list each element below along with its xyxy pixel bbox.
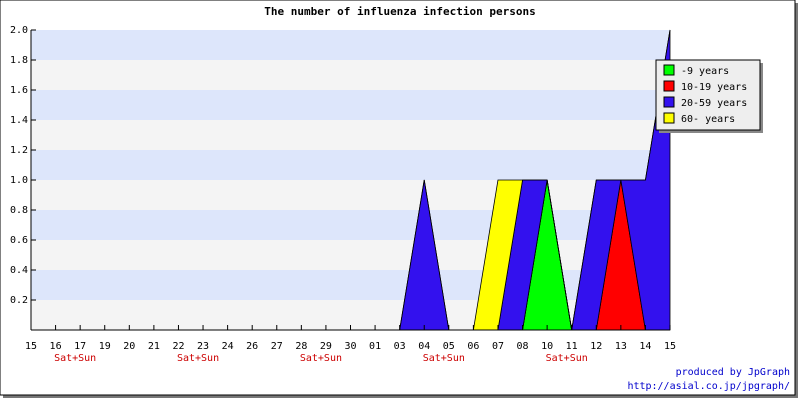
x-tick-label: 30: [344, 341, 356, 352]
x-tick-label: 19: [99, 341, 111, 352]
chart-title: The number of influenza infection person…: [264, 5, 536, 18]
grid-band: [31, 90, 670, 120]
x-tick-label: 03: [394, 341, 406, 352]
x-tick-label: 15: [664, 341, 676, 352]
grid-band: [31, 120, 670, 150]
x-tick-label: 05: [443, 341, 455, 352]
footer: http://asial.co.jp/jpgraph/: [627, 381, 790, 392]
x-tick-label: 26: [246, 341, 258, 352]
x-tick-note: Sat+Sun: [546, 353, 588, 364]
x-tick-label: 13: [615, 341, 627, 352]
x-tick-label: 08: [517, 341, 529, 352]
grid-band: [31, 210, 670, 240]
legend-swatch: [663, 112, 675, 124]
y-tick-label: 1.2: [10, 145, 28, 156]
plot-area: 0.20.40.60.81.01.21.41.61.82.015 16 17Sat+…: [10, 25, 763, 364]
legend-swatch: [663, 80, 675, 92]
y-tick-label: 1.0: [10, 175, 28, 186]
grid-band: [31, 240, 670, 270]
x-tick-note: Sat+Sun: [177, 353, 219, 364]
y-tick-label: 0.4: [10, 265, 28, 276]
x-tick-note: Sat+Sun: [54, 353, 96, 364]
legend-label: 20-59 years: [681, 98, 747, 109]
y-tick-label: 0.6: [10, 235, 28, 246]
x-tick-label: 11: [566, 341, 578, 352]
x-tick-label: 10: [541, 341, 553, 352]
x-tick-label: 06: [467, 341, 479, 352]
footer: produced by JpGraph: [676, 367, 790, 378]
y-tick-label: 0.8: [10, 205, 28, 216]
x-tick-label: 14: [639, 341, 651, 352]
x-tick-label: 29: [320, 341, 332, 352]
legend-label: -9 years: [681, 66, 729, 77]
legend-swatch: [663, 64, 675, 76]
x-tick-label: 24: [222, 341, 234, 352]
y-tick-label: 1.4: [10, 115, 28, 126]
grid-band: [31, 150, 670, 180]
y-tick-label: 1.8: [10, 55, 28, 66]
legend-label: 10-19 years: [681, 82, 747, 93]
x-tick-label: 17: [74, 341, 86, 352]
y-tick-label: 1.6: [10, 85, 28, 96]
grid-band: [31, 180, 670, 210]
y-tick-label: 0.2: [10, 295, 28, 306]
grid-band: [31, 270, 670, 300]
grid-band: [31, 30, 670, 60]
x-tick-label: 15: [25, 341, 37, 352]
x-tick-label: 16: [50, 341, 62, 352]
x-tick-note: Sat+Sun: [423, 353, 465, 364]
x-tick-label: 27: [271, 341, 283, 352]
x-tick-label: 23: [197, 341, 209, 352]
legend-swatch: [663, 96, 675, 108]
x-tick-label: 21: [148, 341, 160, 352]
x-tick-label: 01: [369, 341, 381, 352]
x-tick-label: 28: [295, 341, 307, 352]
x-tick-label: 20: [123, 341, 135, 352]
legend-label: 60- years: [681, 114, 735, 125]
grid-band: [31, 60, 670, 90]
x-tick-label: 04: [418, 341, 430, 352]
x-tick-note: Sat+Sun: [300, 353, 342, 364]
x-tick-label: 12: [590, 341, 602, 352]
y-tick-label: 2.0: [10, 25, 28, 36]
x-tick-label: 07: [492, 341, 504, 352]
x-tick-label: 22: [172, 341, 184, 352]
